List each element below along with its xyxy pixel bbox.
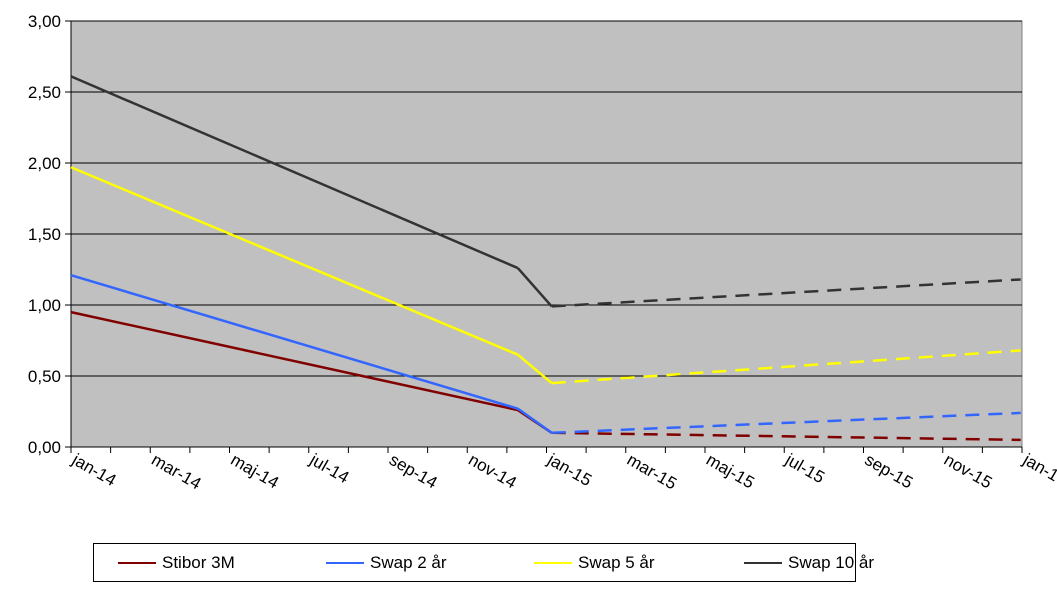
y-tick-label: 0,00 (28, 438, 61, 457)
series-3 (70, 166, 1021, 385)
y-tick-label: 2,00 (28, 154, 61, 173)
series-segment (551, 349, 1021, 385)
series-segment (517, 353, 553, 385)
series-segment (70, 75, 519, 270)
legend-item: Swap 5 år (534, 544, 655, 581)
legend-label: Swap 5 år (578, 552, 655, 572)
series-4 (70, 75, 1021, 308)
legend-swatch (118, 561, 156, 564)
series-2 (70, 273, 1021, 435)
line-chart: 0,00 0,50 1,00 1,50 2,00 2,50 3,00 jan-14 mar-1… (28, 12, 1057, 494)
x-tick-label: maj-15 (703, 450, 758, 492)
legend-swatch (534, 561, 572, 564)
series-segment (517, 407, 553, 434)
x-tick-label: maj-14 (228, 450, 283, 492)
x-tick-label: mar-15 (624, 450, 680, 493)
y-tick-label: 0,50 (28, 367, 61, 386)
x-tick-label: nov-14 (465, 450, 520, 492)
legend-item: Swap 10 år (744, 544, 874, 581)
y-tick-label: 1,50 (28, 225, 61, 244)
y-tick-label: 1,00 (28, 296, 61, 315)
y-axis-tick-labels: 0,00 0,50 1,00 1,50 2,00 2,50 3,00 (28, 12, 61, 457)
legend-swatch (326, 561, 364, 564)
series-segment (551, 278, 1021, 308)
y-tick-label: 2,50 (28, 83, 61, 102)
x-tick-label: sep-15 (862, 450, 917, 492)
x-tick-label: sep-14 (386, 450, 441, 492)
series-segment (70, 166, 519, 356)
x-tick-label: nov-15 (941, 450, 996, 492)
x-axis-tick-labels: jan-14 mar-14 maj-14 jul-14 sep-14 nov-14 jan-… (68, 450, 1057, 494)
x-tick-label: jul-15 (781, 450, 827, 488)
series-segment (516, 267, 553, 308)
series-segment (551, 431, 1021, 442)
legend-item: Swap 2 år (326, 544, 447, 581)
legend: Stibor 3M Swap 2 år Swap 5 år Swap 10 år (93, 543, 874, 582)
legend-swatch (744, 561, 782, 564)
series-segment (70, 310, 519, 412)
series-segment (551, 411, 1021, 435)
series-segment (70, 273, 519, 410)
x-tick-label: jan-16 (1019, 450, 1057, 491)
x-tick-label: jul-14 (306, 450, 352, 488)
x-tick-label: jan-15 (544, 450, 595, 491)
legend-label: Stibor 3M (162, 552, 235, 572)
y-tick-label: 3,00 (28, 12, 61, 31)
x-tick-label: jan-14 (68, 450, 119, 491)
x-tick-label: mar-14 (148, 450, 204, 493)
series-lines (70, 75, 1021, 442)
legend-label: Swap 2 år (370, 552, 447, 572)
legend-label: Swap 10 år (788, 552, 874, 572)
legend-item: Stibor 3M (118, 544, 235, 581)
axes (65, 20, 1023, 453)
